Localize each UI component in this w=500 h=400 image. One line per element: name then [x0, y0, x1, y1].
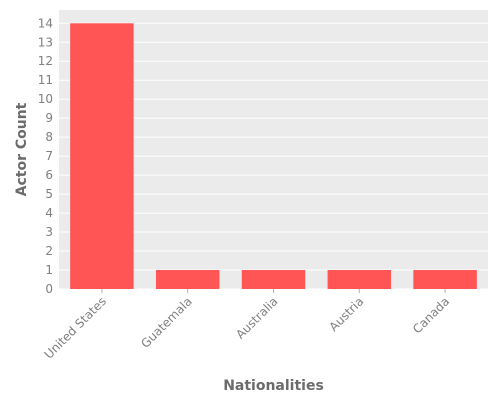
bar-united-states: [70, 23, 134, 290]
bar-guatemala: [155, 270, 220, 289]
y-tick-label: 11: [38, 73, 53, 87]
y-tick-label: 4: [45, 206, 53, 220]
y-tick-label: 10: [38, 92, 53, 106]
y-axis-title: Actor Count: [14, 102, 30, 196]
y-tick-label: 2: [45, 244, 53, 258]
y-tick-label: 9: [45, 111, 53, 125]
y-tick-label: 5: [45, 187, 53, 201]
y-tick-label: 0: [45, 282, 53, 296]
x-axis-title: Nationalities: [223, 378, 324, 394]
y-tick-label: 7: [45, 149, 53, 163]
bar-austria: [327, 270, 392, 289]
bar-australia: [241, 270, 306, 289]
bar-canada: [413, 270, 477, 289]
x-tick-label: United States: [42, 294, 109, 361]
x-tick-label: Canada: [410, 294, 452, 336]
x-tick-label: Australia: [233, 294, 280, 341]
y-tick-label: 6: [45, 168, 53, 182]
x-tick-label: Guatemala: [138, 294, 195, 351]
y-tick-label: 13: [38, 35, 53, 49]
y-tick-label: 8: [45, 130, 53, 144]
y-tick-label: 12: [38, 54, 53, 68]
y-tick-label: 14: [38, 16, 53, 30]
y-tick-label: 1: [45, 263, 53, 277]
x-tick-label: Austria: [327, 294, 367, 334]
x-axis-ticks: United States Guatemala Australia Austria Ca…: [42, 289, 452, 362]
y-tick-label: 3: [45, 225, 53, 239]
bars: [70, 23, 477, 290]
